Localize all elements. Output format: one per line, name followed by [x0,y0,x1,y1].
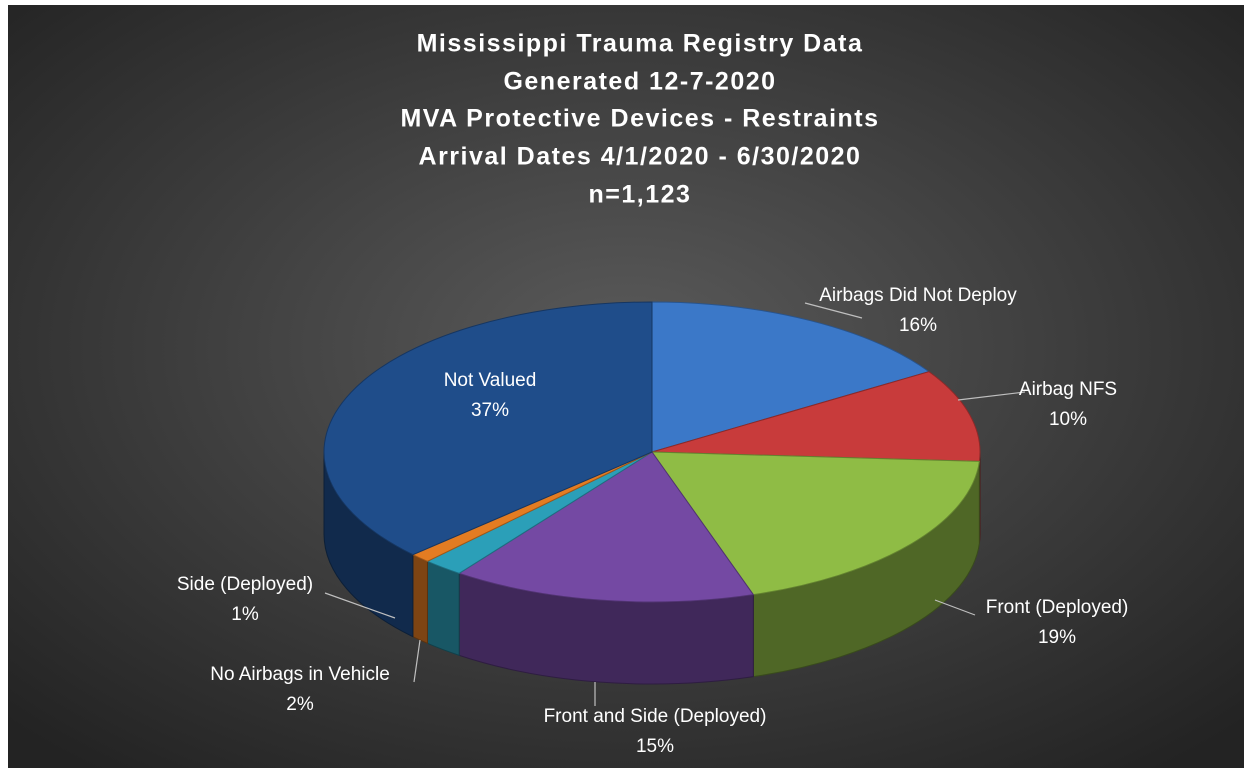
slice-label: Not Valued [444,370,537,391]
slice-label: Side (Deployed) [177,574,313,595]
slice [651,301,931,453]
leader-line [413,639,421,683]
chart-title: Generated 12-7-2020 [503,68,776,96]
slice-value-label: 2% [286,694,314,715]
leader-line [934,599,976,616]
slice-value-label: 16% [899,315,937,336]
slice-label: No Airbags in Vehicle [210,664,390,685]
leader-line [324,592,396,619]
slice-label: Airbag NFS [1019,379,1117,400]
slice-label: Front and Side (Deployed) [544,706,767,727]
chart-title: MVA Protective Devices - Restraints [400,105,879,133]
leader-line [957,391,1026,401]
slice-value-label: 10% [1049,409,1087,430]
slice-value-label: 15% [636,736,674,757]
slice [458,451,755,603]
slice [651,371,981,462]
slice-value-label: 1% [231,604,259,625]
slice [323,301,653,556]
slice-label: Airbags Did Not Deploy [819,285,1017,306]
slice-value-label: 37% [471,400,509,421]
slice-side [426,560,460,657]
slice-label: Front (Deployed) [986,597,1129,618]
chart-title: Arrival Dates 4/1/2020 - 6/30/2020 [419,143,862,171]
chart-title: Mississippi Trauma Registry Data [417,30,864,58]
slice [651,451,980,596]
leader-line [804,302,863,319]
slice-side [412,553,428,645]
slice-value-label: 19% [1038,627,1076,648]
chart-title: n=1,123 [589,181,692,209]
